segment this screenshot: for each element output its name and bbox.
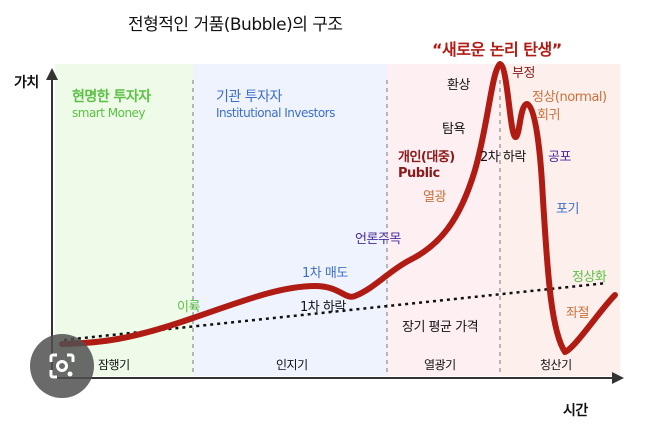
phase-label-stealth: 잠행기 xyxy=(98,358,130,372)
label-give-up: 포기 xyxy=(556,202,579,217)
label-return-normal: 정상(normal) xyxy=(532,90,607,105)
phase-bg-blowoff xyxy=(500,64,620,376)
label-return: 회귀 xyxy=(537,108,560,123)
google-lens-icon[interactable] xyxy=(30,334,94,398)
label-first-sell: 1차 매도 xyxy=(302,266,348,281)
phase-label-blowoff: 청산기 xyxy=(540,358,572,372)
phase-label-awareness: 인지기 xyxy=(276,358,308,372)
label-first-drop: 1차 하락 xyxy=(300,300,346,315)
label-fear: 공포 xyxy=(548,150,571,165)
headline: “새로운 논리 탄생” xyxy=(432,40,562,59)
label-long-term-average: 장기 평균 가격 xyxy=(402,320,479,335)
phase-bg-mania xyxy=(387,64,500,376)
actor-public-ko: 개인(대중) xyxy=(398,150,455,165)
actor-institutional-en: Institutional Investors xyxy=(216,106,335,120)
bubble-curve xyxy=(59,61,618,355)
label-denial: 부정 xyxy=(512,66,535,81)
x-axis-arrow xyxy=(612,372,624,384)
label-second-drop: 2차 하락 xyxy=(480,150,526,165)
page-title: 전형적인 거품(Bubble)의 구조 xyxy=(128,15,343,35)
y-axis-label: 가치 xyxy=(14,75,39,91)
label-illusion: 환상 xyxy=(447,78,470,93)
label-despair: 좌절 xyxy=(566,306,589,321)
label-mania: 열광 xyxy=(423,190,446,205)
label-greed: 탐욕 xyxy=(442,122,465,137)
label-normalize: 정상화 xyxy=(572,270,607,285)
y-axis-arrow xyxy=(46,68,58,80)
actor-smart-money-ko: 현명한 투자자 xyxy=(72,89,151,105)
label-media: 언론주목 xyxy=(355,232,401,247)
x-axis-label: 시간 xyxy=(563,403,588,419)
actor-institutional-ko: 기관 투자자 xyxy=(216,89,282,105)
actor-smart-money-en: smart Money xyxy=(72,106,146,120)
label-takeoff: 이륙 xyxy=(177,300,200,315)
phase-dividers xyxy=(192,80,501,376)
phase-label-mania: 열광기 xyxy=(424,358,456,372)
actor-public-en: Public xyxy=(398,166,440,181)
